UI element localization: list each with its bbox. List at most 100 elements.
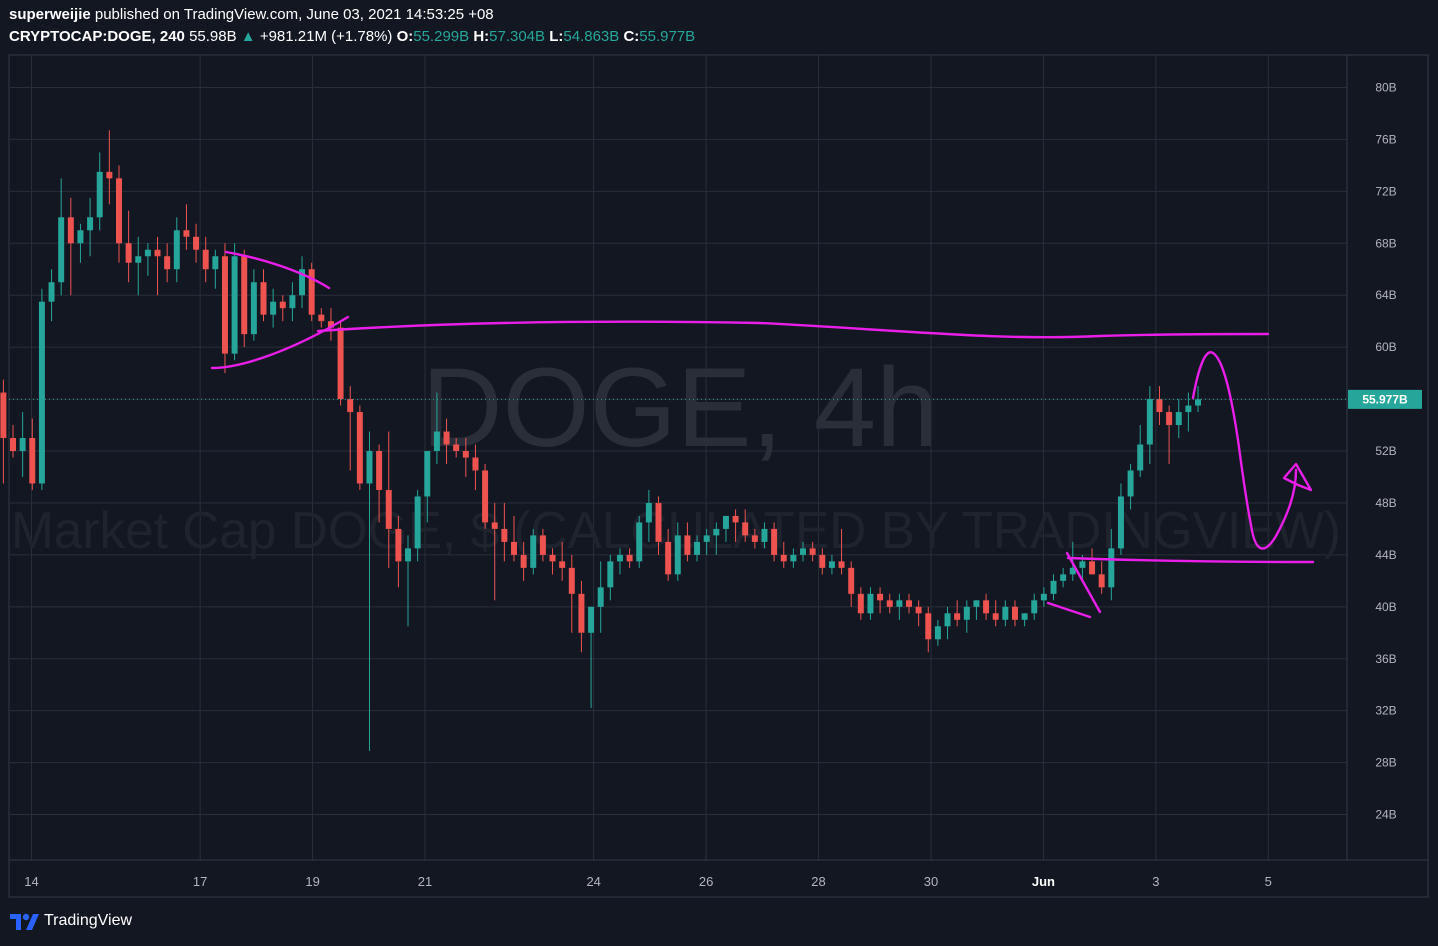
candle-body — [828, 561, 835, 568]
candle-body — [645, 502, 652, 523]
projection-arrowhead — [1282, 462, 1313, 492]
candle-body — [742, 522, 749, 536]
candle-body — [674, 535, 681, 575]
candle-body — [539, 535, 546, 555]
candle-body — [491, 522, 498, 529]
candle-body — [318, 314, 325, 322]
candle-body — [857, 593, 864, 614]
candle-body — [424, 451, 431, 497]
candle-body — [732, 515, 739, 523]
candle-body — [183, 230, 190, 237]
high-value: 57.304B — [489, 28, 546, 45]
y-tick-label: 68B — [1375, 236, 1396, 250]
candle-body — [347, 399, 354, 413]
candle-body — [19, 438, 26, 452]
candle-body — [96, 171, 103, 218]
user-drawings[interactable] — [210, 250, 1315, 619]
low-label: L: — [549, 28, 564, 45]
candle-body — [848, 567, 855, 594]
candle-body — [116, 178, 122, 244]
candle-body — [472, 457, 479, 471]
candle-body — [250, 282, 257, 335]
candle-body — [780, 554, 787, 562]
footer: TradingView — [8, 910, 132, 932]
candle-body — [954, 613, 961, 620]
candle-body — [270, 301, 277, 315]
candle-body — [597, 587, 604, 607]
candle-body — [934, 626, 941, 640]
candle-body — [77, 230, 84, 244]
candle-body — [38, 301, 45, 484]
candle-body — [376, 451, 383, 490]
candle-body — [1050, 580, 1057, 594]
candle-body — [800, 548, 807, 555]
candle-body — [896, 600, 903, 607]
candle-body — [771, 528, 778, 555]
candle-body — [886, 600, 893, 607]
candle-body — [202, 249, 209, 270]
close-value: 55.977B — [639, 28, 696, 45]
candle-body — [684, 535, 691, 555]
time-axis[interactable]: 14 17 19 21 24 26 28 30 Jun 3 5 — [24, 874, 1272, 889]
candle-body — [299, 269, 306, 296]
triangle-upper-line — [224, 250, 331, 290]
candle-body — [289, 295, 296, 309]
flag-lower-line — [1046, 601, 1092, 619]
candle-body — [549, 554, 556, 562]
candle-body — [530, 535, 537, 568]
tradingview-logo-icon[interactable] — [8, 910, 40, 932]
candle-body — [1195, 399, 1202, 406]
candle-body — [0, 392, 7, 439]
y-tick-label: 52B — [1375, 444, 1396, 458]
current-price-label: 55.977B — [1362, 392, 1408, 406]
candle-body — [838, 561, 845, 568]
y-tick-label: 24B — [1375, 808, 1396, 822]
candle-body — [193, 236, 200, 250]
resistance-line — [316, 320, 1270, 339]
x-tick-label: 14 — [24, 874, 38, 889]
candle-body — [578, 593, 585, 633]
brand-name[interactable]: TradingView — [44, 912, 133, 929]
candle-body — [1146, 399, 1153, 445]
candle-body — [636, 522, 643, 562]
candle-body — [722, 515, 729, 529]
candle-body — [58, 217, 65, 283]
candle-body — [212, 256, 219, 270]
candle-body — [1117, 496, 1124, 549]
x-tick-label: 17 — [193, 874, 207, 889]
x-tick-label: 21 — [418, 874, 432, 889]
candle-body — [616, 554, 623, 562]
candle-body — [308, 269, 315, 315]
close-label: C: — [623, 28, 640, 45]
chart-frame — [8, 54, 1429, 898]
candle-body — [1185, 405, 1192, 413]
candle-body — [713, 528, 720, 536]
author-name[interactable]: superweijie — [9, 6, 91, 23]
candles — [0, 130, 1202, 751]
y-tick-label: 64B — [1375, 288, 1396, 302]
x-tick-label: Jun — [1032, 874, 1055, 889]
candle-body — [511, 541, 517, 555]
candle-body — [1002, 606, 1009, 620]
candle-body — [1011, 606, 1018, 620]
y-tick-label: 32B — [1375, 704, 1396, 718]
candle-body — [877, 593, 884, 601]
candle-body — [963, 606, 970, 620]
candle-body — [1175, 412, 1182, 426]
low-value: 54.863B — [563, 28, 620, 45]
candle-body — [626, 554, 633, 562]
candle-body — [819, 554, 826, 568]
up-arrow-icon: ▲ — [240, 28, 256, 45]
symbol-title: CRYPTOCAP:DOGE, 240 — [9, 28, 185, 45]
candle-body — [221, 256, 228, 354]
y-tick-label: 76B — [1375, 132, 1396, 146]
candle-body — [154, 249, 161, 257]
candle-body — [761, 528, 768, 542]
candle-body — [1166, 412, 1173, 426]
candle-body — [164, 256, 171, 270]
candle-body — [327, 321, 334, 328]
candle-body — [703, 535, 710, 542]
published-text: published on TradingView.com, June 03, 2… — [94, 6, 494, 23]
price-axis[interactable]: 24B28B32B36B40B44B48B52B56B60B64B68B72B7… — [1375, 80, 1396, 821]
